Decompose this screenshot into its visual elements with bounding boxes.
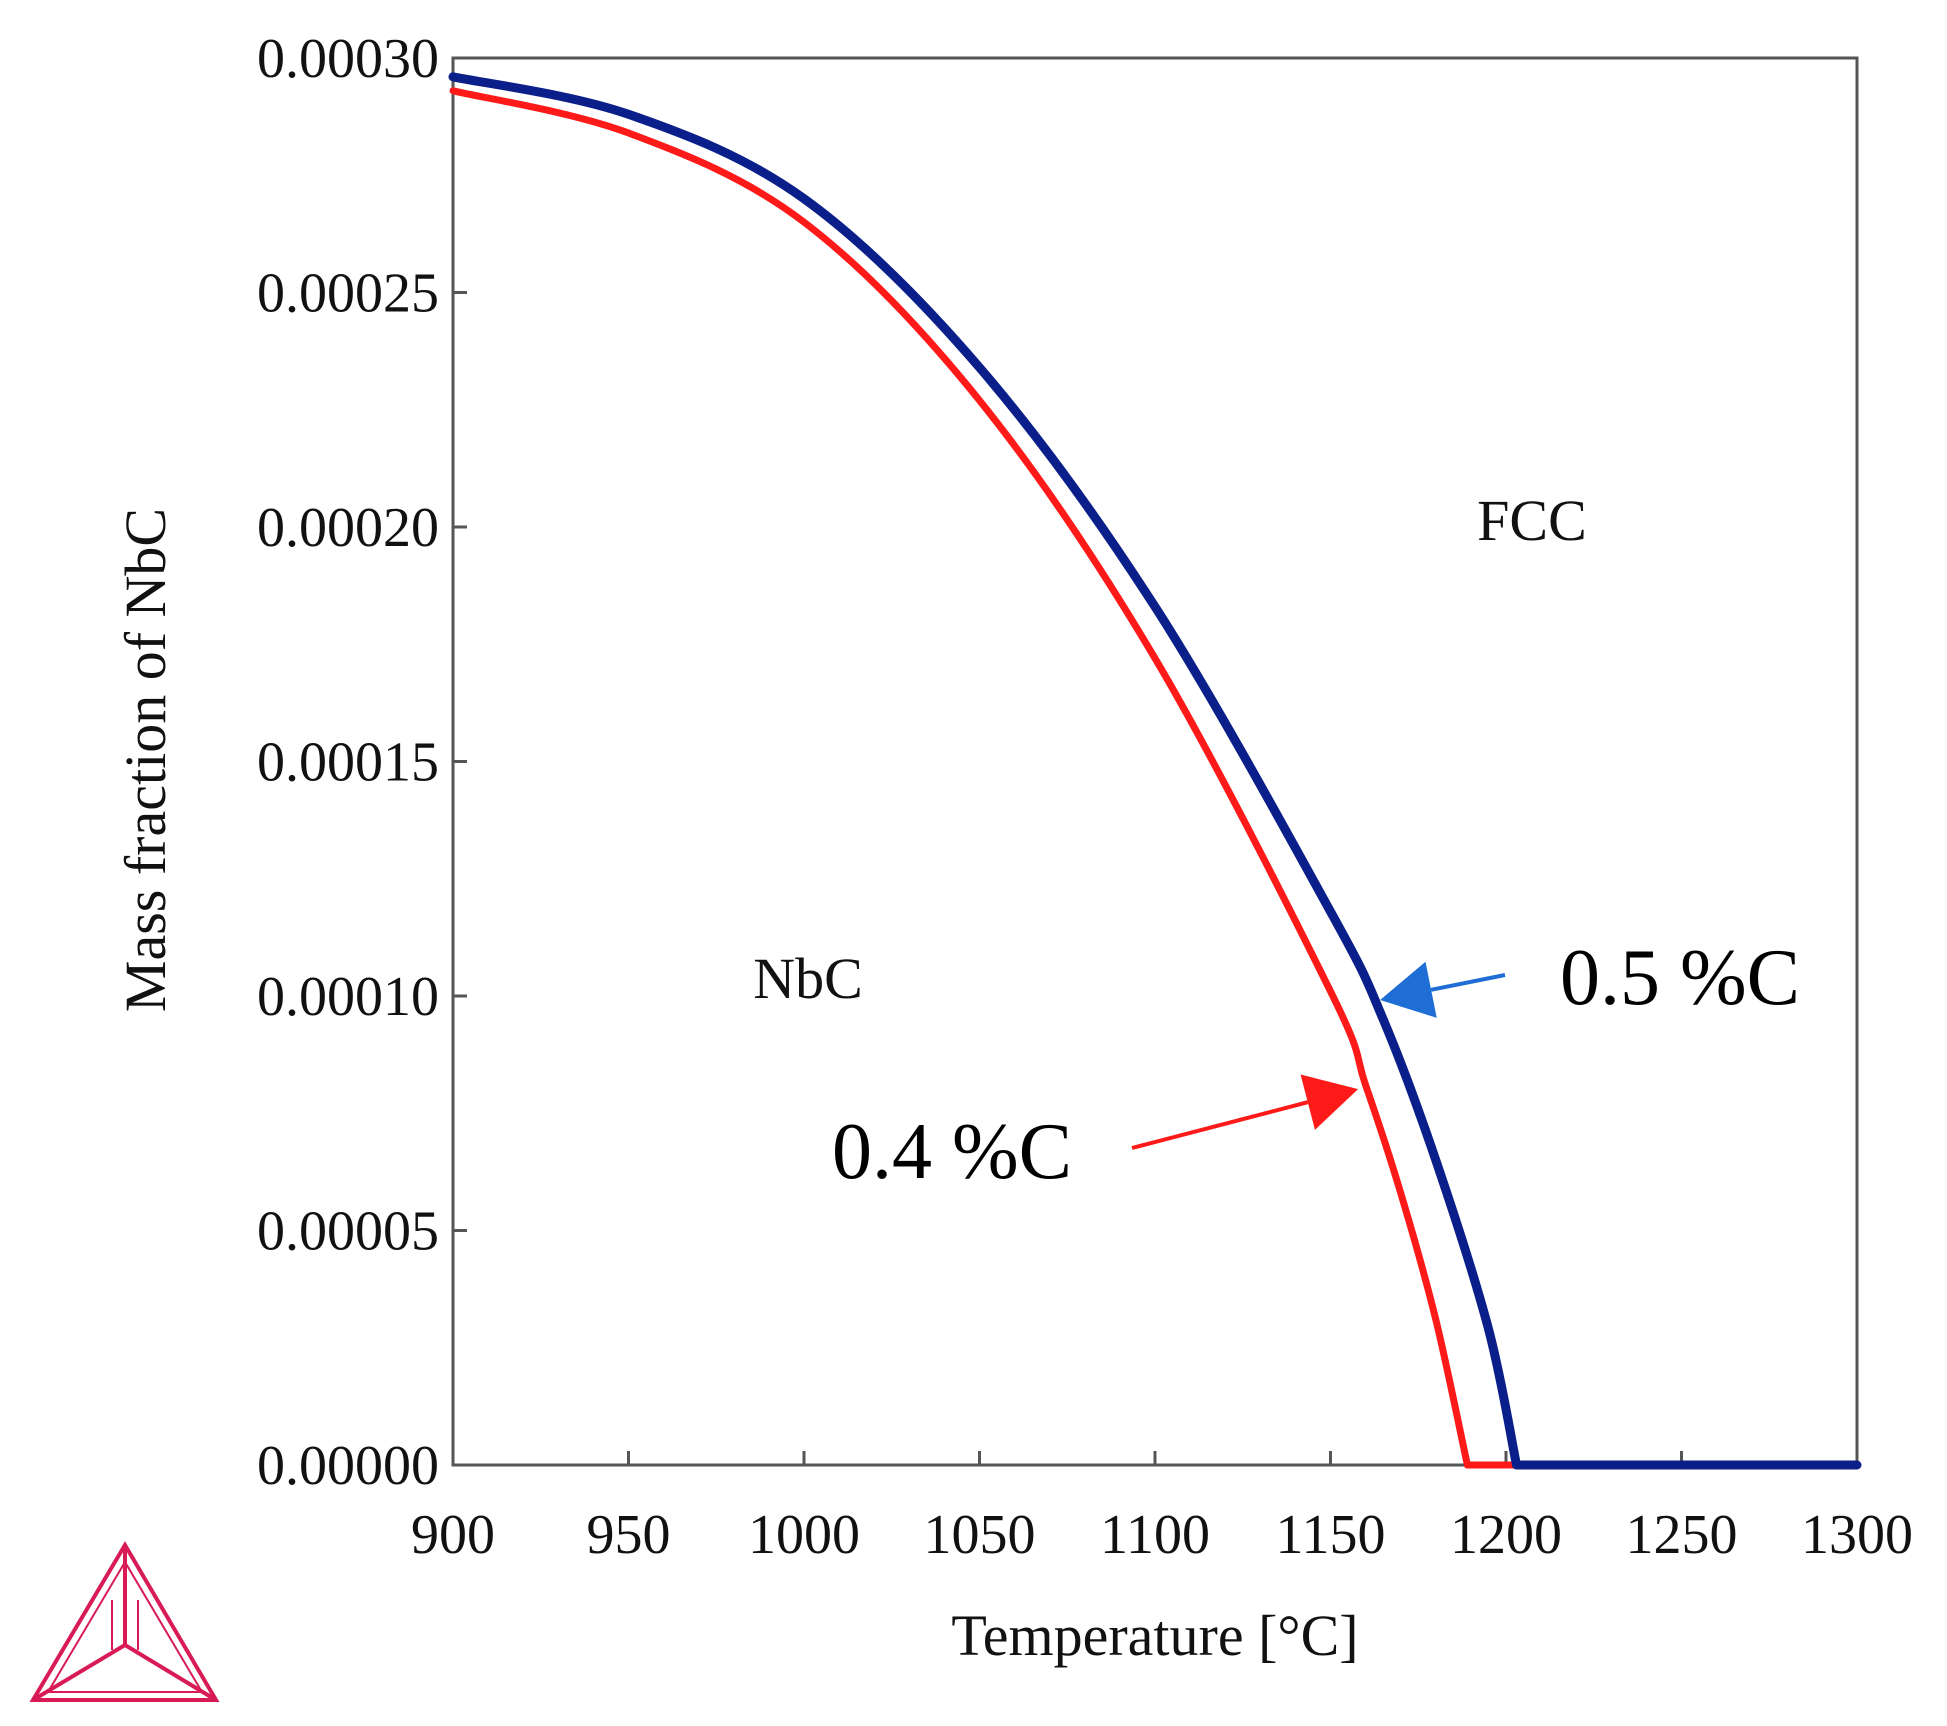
- x-tick-label: 1250: [1626, 1504, 1738, 1566]
- series-line-0-4-c: [449, 87, 1861, 1469]
- series-lines: [448, 72, 1862, 1470]
- region-label-nbc: NbC: [753, 946, 863, 1011]
- x-tick-label: 950: [587, 1504, 671, 1566]
- y-tick-label: 0.00005: [257, 1201, 439, 1263]
- x-axis-title: Temperature [°C]: [951, 1603, 1358, 1668]
- annotation-arrow-line: [1430, 973, 1506, 992]
- y-tick-label: 0.00020: [257, 497, 439, 559]
- annotation-arrow-line: [1131, 1100, 1309, 1150]
- x-tick-label: 1150: [1276, 1504, 1386, 1566]
- thermo-calc-triangle-logo: [29, 1541, 220, 1702]
- x-tick-label: 900: [411, 1504, 495, 1566]
- y-tick-label: 0.00030: [257, 28, 439, 90]
- annotation-arrow-head: [1300, 1074, 1359, 1130]
- plot-area: [451, 56, 1859, 1467]
- x-tick-label: 1300: [1801, 1504, 1913, 1566]
- x-axis: 900 950 1000 1050 1100 1150 1200 1250 1300: [411, 1451, 1913, 1566]
- annotation-arrow-head: [1380, 961, 1437, 1018]
- series-line-0-5-c: [448, 72, 1862, 1470]
- y-axis-title: Mass fraction of NbC: [113, 508, 178, 1012]
- region-label-fcc: FCC: [1477, 488, 1587, 553]
- annotation-arrows: [1131, 961, 1506, 1150]
- y-tick-label: 0.00010: [257, 966, 439, 1028]
- y-tick-label: 0.00015: [257, 732, 439, 794]
- y-tick-label: 0.00025: [257, 263, 439, 325]
- series-label-0.5C: 0.5 %C: [1560, 934, 1800, 1022]
- x-tick-label: 1000: [748, 1504, 860, 1566]
- x-tick-label: 1200: [1450, 1504, 1562, 1566]
- x-tick-label: 1100: [1100, 1504, 1210, 1566]
- y-axis: 0.00000 0.00005 0.00010 0.00015 0.00020 0.000…: [257, 28, 467, 1497]
- y-tick-label: 0.00000: [257, 1435, 439, 1497]
- x-tick-label: 1050: [924, 1504, 1036, 1566]
- series-label-0.4C: 0.4 %C: [832, 1108, 1072, 1196]
